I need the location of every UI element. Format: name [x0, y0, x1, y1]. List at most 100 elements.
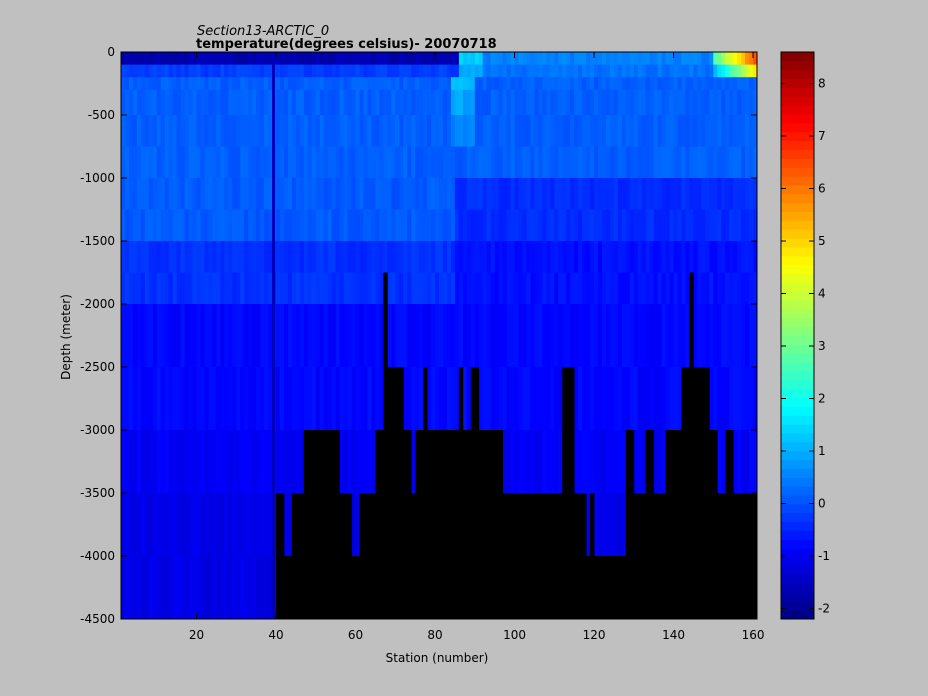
heatmap-cell	[673, 115, 678, 147]
heatmap-cell	[224, 146, 229, 179]
heatmap-cell	[490, 272, 496, 305]
heatmap-cell	[212, 241, 217, 273]
heatmap-cell	[725, 52, 730, 65]
heatmap-cell	[192, 367, 197, 431]
heatmap-cell	[232, 64, 237, 78]
heatmap-cell	[454, 304, 460, 368]
heatmap-cell	[295, 304, 301, 368]
heatmap-cell	[598, 367, 603, 431]
heatmap-cell	[411, 146, 416, 179]
heatmap-cell	[419, 367, 424, 431]
heatmap-cell	[220, 493, 225, 557]
heatmap-cell	[156, 89, 162, 116]
colorbar-segment	[781, 238, 814, 248]
heatmap-cell	[502, 367, 507, 431]
heatmap-cell	[387, 304, 392, 368]
heatmap-cell	[697, 241, 702, 273]
colorbar-segment	[781, 353, 814, 363]
heatmap-cell	[617, 241, 623, 273]
heatmap-cell	[617, 304, 623, 368]
heatmap-cell	[713, 367, 718, 431]
heatmap-cell	[498, 367, 503, 431]
heatmap-cell	[741, 64, 746, 78]
heatmap-cell	[685, 115, 690, 147]
heatmap-cell	[470, 178, 476, 210]
heatmap-cell	[717, 146, 722, 179]
heatmap-cell	[323, 77, 329, 91]
heatmap-cell	[431, 146, 436, 179]
heatmap-cell	[462, 209, 468, 242]
heatmap-cell	[264, 304, 269, 368]
heatmap-cell	[204, 430, 209, 494]
heatmap-cell	[621, 209, 627, 242]
colorbar-segment	[781, 282, 814, 292]
heatmap-cell	[729, 77, 734, 91]
heatmap-cell	[574, 89, 579, 116]
heatmap-cell	[466, 146, 472, 179]
heatmap-cell	[276, 209, 281, 242]
heatmap-cell	[132, 556, 138, 620]
heatmap-cell	[458, 77, 464, 91]
heatmap-cell	[295, 178, 301, 210]
heatmap-cell	[240, 52, 245, 65]
heatmap-cell	[494, 272, 500, 305]
heatmap-cell	[252, 304, 257, 368]
heatmap-cell	[506, 272, 511, 305]
heatmap-cell	[494, 178, 500, 210]
heatmap-cell	[411, 64, 416, 78]
heatmap-cell	[498, 178, 503, 210]
heatmap-cell	[132, 493, 138, 557]
heatmap-cell	[661, 89, 666, 116]
heatmap-cell	[574, 241, 579, 273]
heatmap-cell	[729, 146, 734, 179]
heatmap-cell	[538, 52, 543, 65]
heatmap-cell	[268, 272, 273, 305]
heatmap-cell	[156, 367, 162, 431]
heatmap-cell	[208, 272, 213, 305]
seafloor-block	[359, 493, 376, 619]
heatmap-cell	[621, 77, 627, 91]
heatmap-cell	[383, 209, 388, 242]
heatmap-cell	[228, 209, 233, 242]
seafloor-block	[415, 430, 424, 619]
heatmap-cell	[502, 209, 507, 242]
heatmap-cell	[745, 241, 750, 273]
heatmap-cell	[705, 209, 710, 242]
heatmap-cell	[601, 493, 607, 557]
colorbar-tick-label: 5	[818, 234, 826, 248]
heatmap-cell	[128, 367, 134, 431]
heatmap-cell	[466, 64, 472, 78]
heatmap-cell	[534, 209, 539, 242]
heatmap-cell	[359, 304, 364, 368]
heatmap-cell	[677, 241, 682, 273]
heatmap-cell	[609, 367, 615, 431]
heatmap-cell	[534, 115, 539, 147]
heatmap-cell	[168, 178, 174, 210]
heatmap-cell	[391, 89, 396, 116]
heatmap-cell	[562, 64, 567, 78]
heatmap-cell	[617, 52, 623, 65]
heatmap-cell	[741, 304, 746, 368]
heatmap-cell	[327, 367, 333, 431]
heatmap-cell	[236, 493, 241, 557]
heatmap-cell	[224, 52, 229, 65]
heatmap-cell	[152, 77, 158, 91]
heatmap-cell	[613, 146, 619, 179]
heatmap-cell	[550, 178, 555, 210]
heatmap-cell	[200, 430, 205, 494]
heatmap-cell	[673, 209, 678, 242]
heatmap-cell	[291, 430, 297, 494]
heatmap-cell	[172, 430, 178, 494]
heatmap-cell	[582, 430, 587, 494]
y-tick-label: -2500	[80, 360, 115, 374]
heatmap-cell	[566, 77, 571, 91]
colorbar-segment	[781, 193, 814, 204]
heatmap-cell	[244, 272, 249, 305]
heatmap-cell	[232, 367, 237, 431]
heatmap-cell	[367, 64, 372, 78]
heatmap-cell	[339, 304, 345, 368]
heatmap-cell	[327, 272, 333, 305]
heatmap-cell	[570, 272, 575, 305]
heatmap-cell	[653, 64, 659, 78]
heatmap-cell	[534, 304, 539, 368]
